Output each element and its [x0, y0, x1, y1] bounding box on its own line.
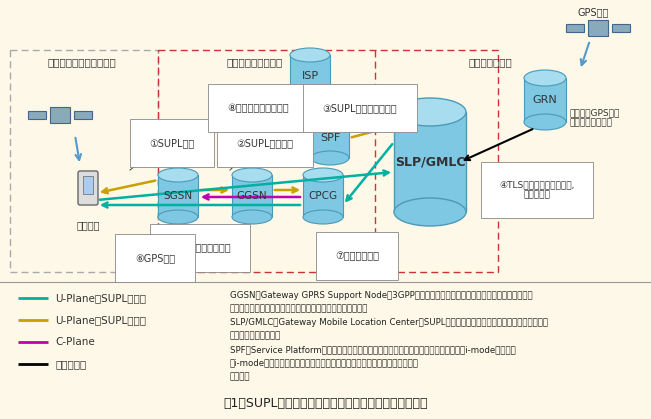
Text: CPCG: CPCG — [309, 191, 338, 201]
Bar — [524, 78, 566, 122]
Ellipse shape — [303, 168, 343, 182]
Text: ⑦測位結果通知: ⑦測位結果通知 — [335, 251, 379, 261]
Text: ②SUPL接続要求: ②SUPL接続要求 — [236, 138, 294, 148]
Text: 海外事業者ネットワーク: 海外事業者ネットワーク — [48, 57, 117, 67]
Text: 定期的にGPS航法
メッセージを取得: 定期的にGPS航法 メッセージを取得 — [570, 108, 620, 128]
Ellipse shape — [394, 98, 466, 126]
Text: i-modeメニュー，一般のインターネットへのアクセスなどを提供している: i-modeメニュー，一般のインターネットへのアクセスなどを提供している — [230, 359, 419, 367]
Ellipse shape — [524, 114, 566, 130]
Bar — [311, 118, 349, 158]
Text: SLP/GMLC（Gateway Mobile Location Center）SUPLにおけるサービス制御と位置測定を実施する: SLP/GMLC（Gateway Mobile Location Center）… — [230, 318, 548, 327]
Text: データ通信: データ通信 — [55, 359, 86, 369]
Text: ドコモネットワーク: ドコモネットワーク — [227, 57, 283, 67]
Text: GGSN（Gateway GPRS Support Node）3GPP上で規定されているコアネットワークからサーバ側: GGSN（Gateway GPRS Support Node）3GPP上で規定さ… — [230, 291, 533, 300]
Text: SPF（Service Platform）コアネットワークとインターネットを中継する役割をもち，i-modeメール，: SPF（Service Platform）コアネットワークとインターネットを中継… — [230, 345, 516, 354]
Bar — [83, 176, 93, 194]
Ellipse shape — [311, 151, 349, 165]
Text: 移動端末: 移動端末 — [76, 220, 100, 230]
Bar — [303, 175, 343, 217]
FancyBboxPatch shape — [78, 171, 98, 205]
Bar — [394, 112, 466, 212]
Text: GRN: GRN — [533, 95, 557, 105]
Ellipse shape — [524, 70, 566, 86]
Text: U-Plane（SUPL以外）: U-Plane（SUPL以外） — [55, 315, 146, 325]
Bar — [158, 175, 198, 217]
Ellipse shape — [311, 111, 349, 125]
Ellipse shape — [290, 48, 330, 62]
Ellipse shape — [232, 210, 272, 224]
Ellipse shape — [290, 90, 330, 104]
Text: インターネット: インターネット — [468, 57, 512, 67]
Text: ④TLSセキュア通信路確立,
ユーザ認証: ④TLSセキュア通信路確立, ユーザ認証 — [499, 180, 575, 200]
Text: ISP: ISP — [301, 71, 318, 81]
Text: C-Plane: C-Plane — [55, 337, 95, 347]
Ellipse shape — [158, 210, 198, 224]
Text: U-Plane（SUPL通信）: U-Plane（SUPL通信） — [55, 293, 146, 303]
Text: GPS衛星: GPS衛星 — [577, 7, 609, 17]
Text: GGSN: GGSN — [237, 191, 268, 201]
Text: ①SUPL起動: ①SUPL起動 — [149, 138, 195, 148]
Ellipse shape — [232, 168, 272, 182]
Text: ⑧地図コンテンツ取得: ⑧地図コンテンツ取得 — [227, 103, 289, 113]
Text: ⑥GPS演算: ⑥GPS演算 — [135, 253, 175, 263]
Text: ネットワークへのゲートウェイ機能を有する論理ノード．: ネットワークへのゲートウェイ機能を有する論理ノード． — [230, 305, 368, 313]
Ellipse shape — [303, 210, 343, 224]
Bar — [232, 175, 272, 217]
Text: SPF: SPF — [320, 133, 340, 143]
Bar — [50, 107, 70, 123]
Bar — [612, 24, 630, 32]
Bar — [28, 111, 46, 119]
Text: プラットフォーム．: プラットフォーム． — [230, 331, 281, 341]
Ellipse shape — [394, 198, 466, 226]
Bar — [588, 20, 608, 36]
Bar — [74, 111, 92, 119]
Text: ⑤アシストデータ通知: ⑤アシストデータ通知 — [169, 243, 231, 253]
Text: 図1　SUPL現在地確認機能概要およびネットワーク構成: 図1 SUPL現在地確認機能概要およびネットワーク構成 — [224, 396, 428, 409]
Text: SLP/GMLC: SLP/GMLC — [395, 155, 465, 168]
Ellipse shape — [158, 168, 198, 182]
Text: SGSN: SGSN — [163, 191, 193, 201]
Text: ③SUPLパケット振分け: ③SUPLパケット振分け — [323, 103, 397, 113]
Text: 装置．: 装置． — [230, 372, 251, 381]
Bar — [566, 24, 584, 32]
Bar — [290, 55, 330, 97]
